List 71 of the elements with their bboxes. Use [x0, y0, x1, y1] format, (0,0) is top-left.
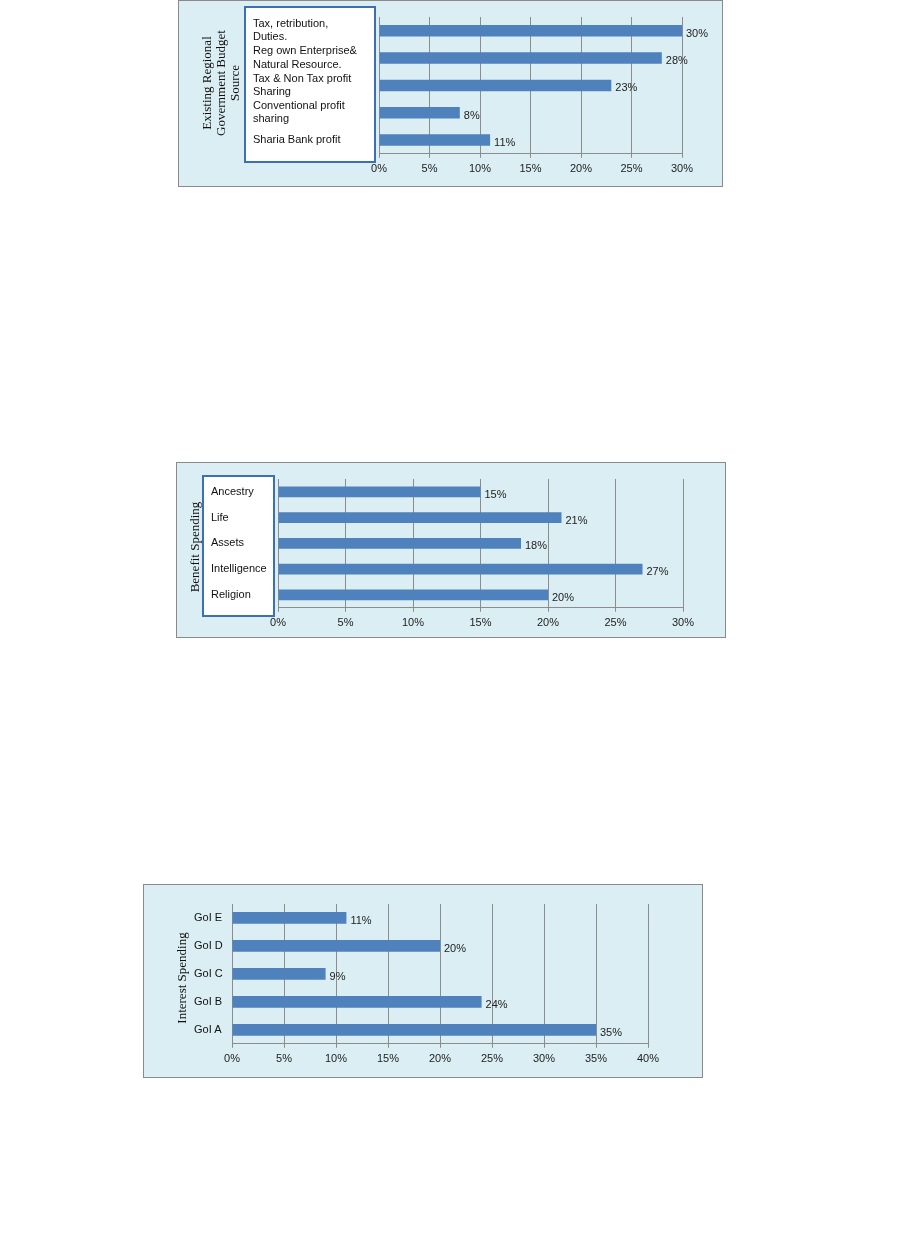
x-tick-label: 25% — [480, 1052, 504, 1065]
x-tick-label: 20% — [569, 162, 593, 175]
y-tick-label: Religion — [211, 587, 251, 600]
data-label: 20% — [552, 590, 575, 603]
bar — [278, 563, 643, 575]
y-tick-label: Intelligence — [211, 562, 267, 575]
y-tick-label: GoI B — [194, 994, 223, 1007]
y-tick-label: GoI A — [194, 1022, 223, 1035]
data-label: 11% — [350, 914, 372, 927]
data-label: 21% — [565, 513, 588, 526]
x-tick-label: 0% — [270, 616, 287, 629]
x-tick-label: 20% — [428, 1052, 452, 1065]
bar — [232, 1023, 596, 1036]
bar — [379, 52, 662, 64]
data-label: 9% — [329, 969, 346, 982]
y-tick-label: GoI D — [194, 938, 223, 951]
data-label: 23% — [615, 81, 638, 94]
x-tick-label: 0% — [224, 1052, 241, 1065]
data-label: 30% — [686, 26, 709, 39]
bar — [278, 589, 548, 601]
x-tick-label: 10% — [324, 1052, 348, 1065]
bar — [278, 512, 562, 524]
data-label: 20% — [444, 941, 467, 954]
bar — [232, 912, 347, 924]
bar — [278, 486, 481, 498]
y-tick-label: Tax & Non Tax profit Sharing — [253, 71, 352, 98]
data-label: 27% — [646, 565, 669, 578]
data-label: 11% — [494, 136, 516, 149]
bar — [379, 134, 491, 146]
y-tick-label: GoI C — [194, 966, 223, 979]
y-tick-label: Reg own Enterprise& Natural Resource. — [253, 44, 358, 70]
x-tick-label: 10% — [468, 162, 492, 175]
bar — [232, 968, 326, 980]
x-tick-label: 5% — [276, 1052, 293, 1065]
bar — [379, 107, 460, 119]
x-tick-label: 0% — [371, 162, 388, 175]
data-label: 15% — [484, 487, 507, 500]
y-tick-label: Sharia Bank profit — [253, 133, 341, 146]
y-axis-title: Existing Regional Government Budget Source — [199, 29, 242, 138]
bar — [278, 537, 521, 549]
x-tick-label: 15% — [519, 162, 542, 175]
y-axis-title: Benefit Spending — [187, 500, 202, 595]
bar — [379, 24, 682, 37]
x-tick-label: 40% — [636, 1052, 660, 1065]
bar — [232, 995, 482, 1008]
y-tick-label: GoI E — [194, 911, 223, 924]
data-label: 24% — [485, 997, 508, 1010]
y-tick-label: Ancestry — [211, 484, 255, 497]
x-tick-label: 30% — [671, 616, 695, 629]
y-tick-label: Life — [211, 510, 229, 523]
y-axis-title: Interest Spending — [174, 931, 189, 1026]
x-tick-label: 30% — [670, 162, 694, 175]
data-label: 35% — [600, 1025, 623, 1038]
bar — [232, 940, 440, 952]
x-tick-label: 35% — [584, 1052, 608, 1065]
x-tick-label: 25% — [620, 162, 643, 175]
bar — [379, 79, 612, 92]
y-tick-label: Conventional profit sharing — [253, 99, 345, 125]
data-label: 8% — [463, 108, 480, 121]
y-tick-label: Tax, retribution, Duties. — [253, 17, 329, 43]
data-label: 28% — [665, 54, 689, 67]
x-tick-label: 5% — [337, 616, 354, 629]
y-tick-label: Assets — [211, 536, 245, 549]
x-tick-label: 15% — [469, 616, 492, 629]
x-tick-label: 20% — [536, 616, 560, 629]
x-tick-label: 15% — [376, 1052, 400, 1065]
x-tick-label: 30% — [532, 1052, 556, 1065]
x-tick-label: 5% — [421, 162, 438, 175]
x-tick-label: 10% — [401, 616, 425, 629]
x-tick-label: 25% — [604, 616, 627, 629]
data-label: 18% — [525, 539, 548, 552]
